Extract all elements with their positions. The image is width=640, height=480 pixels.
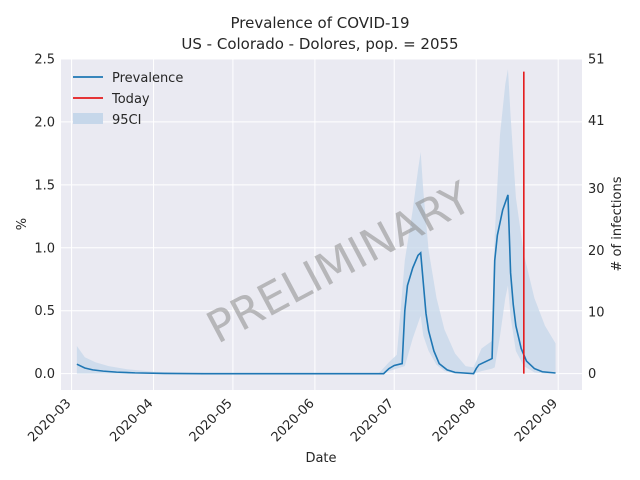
legend-ci-label: 95CI <box>112 113 141 128</box>
y-axis-right-label: # of infections <box>610 176 625 271</box>
x-tick-label: 2020-09 <box>512 396 561 445</box>
chart-title-line2: US - Colorado - Dolores, pop. = 2055 <box>181 35 458 53</box>
x-tick-label: 2020-08 <box>430 396 479 445</box>
x-tick-label: 2020-04 <box>107 396 156 445</box>
ci-band <box>76 69 556 374</box>
x-tick-label: 2020-03 <box>25 396 74 445</box>
x-tick-label: 2020-05 <box>187 396 236 445</box>
x-tick-label: 2020-07 <box>348 396 397 445</box>
y-left-tick-label: 1.5 <box>34 178 55 193</box>
y-axis-right-ticks: 0 10 20 30 41 51 <box>588 53 605 383</box>
y-left-tick-label: 0.5 <box>34 304 55 319</box>
y-right-tick-label: 30 <box>588 182 605 197</box>
x-axis-label: Date <box>305 451 336 466</box>
legend: Prevalence Today 95CI <box>73 71 183 128</box>
y-axis-left-ticks: 0.0 0.5 1.0 1.5 2.0 2.5 <box>34 53 55 383</box>
y-axis-left-label: % <box>15 218 30 230</box>
chart-title-line1: Prevalence of COVID-19 <box>230 14 409 32</box>
y-right-tick-label: 41 <box>588 114 605 129</box>
y-left-tick-label: 2.5 <box>34 53 55 68</box>
prevalence-line <box>76 194 556 375</box>
y-left-tick-label: 2.0 <box>34 115 55 130</box>
legend-today-label: Today <box>111 92 150 107</box>
x-axis-ticks: 2020-03 2020-04 2020-05 2020-06 2020-07 2020-… <box>25 396 561 445</box>
y-right-tick-label: 20 <box>588 244 605 259</box>
legend-prevalence-label: Prevalence <box>112 71 183 86</box>
y-left-tick-label: 1.0 <box>34 241 55 256</box>
y-right-tick-label: 0 <box>588 367 596 382</box>
x-tick-label: 2020-06 <box>269 396 318 445</box>
y-right-tick-label: 10 <box>588 305 605 320</box>
y-left-tick-label: 0.0 <box>34 367 55 382</box>
legend-ci-swatch <box>73 113 103 124</box>
y-right-tick-label: 51 <box>588 53 605 68</box>
